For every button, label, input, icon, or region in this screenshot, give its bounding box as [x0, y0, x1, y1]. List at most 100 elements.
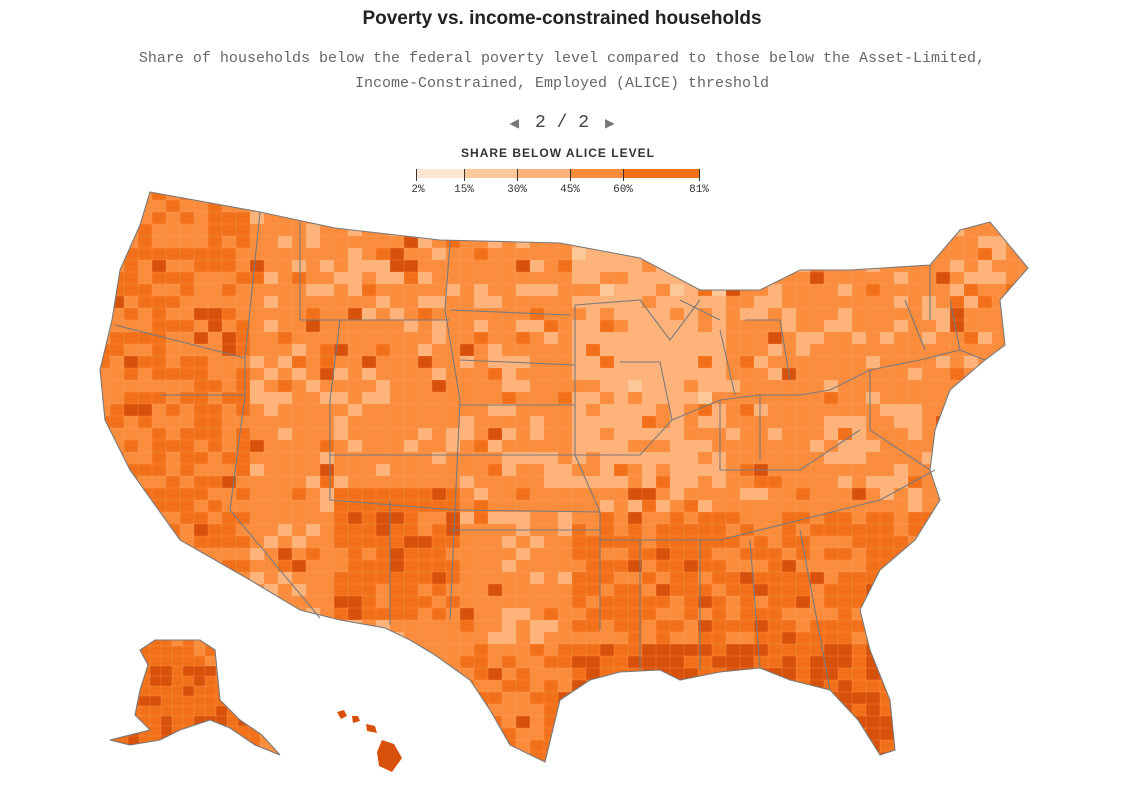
county-cell[interactable] — [270, 655, 283, 667]
county-cell[interactable] — [977, 451, 993, 465]
county-cell[interactable] — [865, 235, 881, 249]
county-cell[interactable] — [613, 739, 629, 753]
county-cell[interactable] — [361, 188, 377, 201]
county-cell[interactable] — [767, 427, 783, 441]
county-cell[interactable] — [823, 319, 839, 333]
county-cell[interactable] — [263, 235, 279, 249]
county-cell[interactable] — [235, 631, 251, 645]
county-cell[interactable] — [599, 631, 615, 645]
county-cell[interactable] — [697, 391, 713, 405]
county-cell[interactable] — [160, 695, 173, 707]
county-cell[interactable] — [781, 751, 797, 765]
county-cell[interactable] — [305, 295, 321, 309]
county-cell[interactable] — [949, 247, 965, 261]
county-cell[interactable] — [249, 703, 265, 717]
county-cell[interactable] — [1019, 451, 1035, 465]
county-cell[interactable] — [529, 247, 545, 261]
county-cell[interactable] — [922, 764, 937, 777]
county-cell[interactable] — [599, 751, 615, 765]
county-cell[interactable] — [557, 703, 573, 717]
county-cell[interactable] — [963, 463, 979, 477]
county-cell[interactable] — [781, 535, 797, 549]
county-cell[interactable] — [893, 607, 909, 621]
county-cell[interactable] — [215, 745, 228, 757]
county-cell[interactable] — [445, 199, 461, 213]
county-cell[interactable] — [851, 319, 867, 333]
county-cell[interactable] — [907, 247, 923, 261]
county-cell[interactable] — [697, 703, 713, 717]
county-cell[interactable] — [249, 295, 265, 309]
county-cell[interactable] — [697, 199, 713, 213]
county-cell[interactable] — [179, 247, 195, 261]
county-cell[interactable] — [445, 655, 461, 669]
county-cell[interactable] — [670, 764, 685, 777]
county-cell[interactable] — [417, 571, 433, 585]
county-cell[interactable] — [165, 343, 181, 357]
county-cell[interactable] — [305, 427, 321, 441]
county-cell[interactable] — [221, 188, 237, 201]
county-cell[interactable] — [221, 259, 237, 273]
county-cell[interactable] — [893, 271, 909, 285]
county-cell[interactable] — [109, 415, 125, 429]
county-cell[interactable] — [179, 391, 195, 405]
county-cell[interactable] — [207, 475, 223, 489]
county-cell[interactable] — [361, 403, 377, 417]
county-cell[interactable] — [613, 487, 629, 501]
county-cell[interactable] — [263, 619, 279, 633]
county-cell[interactable] — [432, 764, 447, 777]
county-cell[interactable] — [235, 619, 251, 633]
county-cell[interactable] — [431, 319, 447, 333]
county-cell[interactable] — [263, 403, 279, 417]
county-cell[interactable] — [739, 487, 755, 501]
county-cell[interactable] — [235, 295, 251, 309]
county-cell[interactable] — [655, 271, 671, 285]
county-cell[interactable] — [445, 499, 461, 513]
county-cell[interactable] — [865, 559, 881, 573]
county-cell[interactable] — [445, 751, 461, 765]
county-cell[interactable] — [375, 355, 391, 369]
county-cell[interactable] — [403, 235, 419, 249]
county-cell[interactable] — [529, 571, 545, 585]
county-cell[interactable] — [515, 247, 531, 261]
county-cell[interactable] — [291, 643, 307, 657]
county-cell[interactable] — [781, 631, 797, 645]
county-cell[interactable] — [473, 307, 489, 321]
county-cell[interactable] — [515, 691, 531, 705]
county-cell[interactable] — [473, 427, 489, 441]
county-cell[interactable] — [921, 367, 937, 381]
county-cell[interactable] — [739, 223, 755, 237]
county-cell[interactable] — [851, 679, 867, 693]
county-cell[interactable] — [963, 451, 979, 465]
county-cell[interactable] — [795, 655, 811, 669]
county-cell[interactable] — [627, 259, 643, 273]
county-cell[interactable] — [781, 439, 797, 453]
county-cell[interactable] — [204, 735, 217, 747]
county-cell[interactable] — [375, 271, 391, 285]
county-cell[interactable] — [417, 211, 433, 225]
county-cell[interactable] — [1019, 283, 1035, 297]
county-cell[interactable] — [259, 636, 272, 647]
county-cell[interactable] — [235, 415, 251, 429]
county-cell[interactable] — [403, 619, 419, 633]
county-cell[interactable] — [627, 295, 643, 309]
county-cell[interactable] — [389, 535, 405, 549]
county-cell[interactable] — [977, 403, 993, 417]
county-cell[interactable] — [204, 655, 217, 667]
county-cell[interactable] — [977, 703, 993, 717]
county-cell[interactable] — [109, 295, 125, 309]
county-cell[interactable] — [333, 451, 349, 465]
county-cell[interactable] — [487, 391, 503, 405]
county-cell[interactable] — [347, 439, 363, 453]
county-cell[interactable] — [347, 451, 363, 465]
county-cell[interactable] — [137, 319, 153, 333]
county-cell[interactable] — [249, 631, 265, 645]
county-cell[interactable] — [123, 439, 139, 453]
county-cell[interactable] — [935, 739, 951, 753]
county-cell[interactable] — [235, 607, 251, 621]
county-cell[interactable] — [160, 655, 173, 667]
county-cell[interactable] — [963, 607, 979, 621]
county-cell[interactable] — [795, 319, 811, 333]
county-cell[interactable] — [557, 343, 573, 357]
county-cell[interactable] — [837, 307, 853, 321]
county-cell[interactable] — [697, 475, 713, 489]
